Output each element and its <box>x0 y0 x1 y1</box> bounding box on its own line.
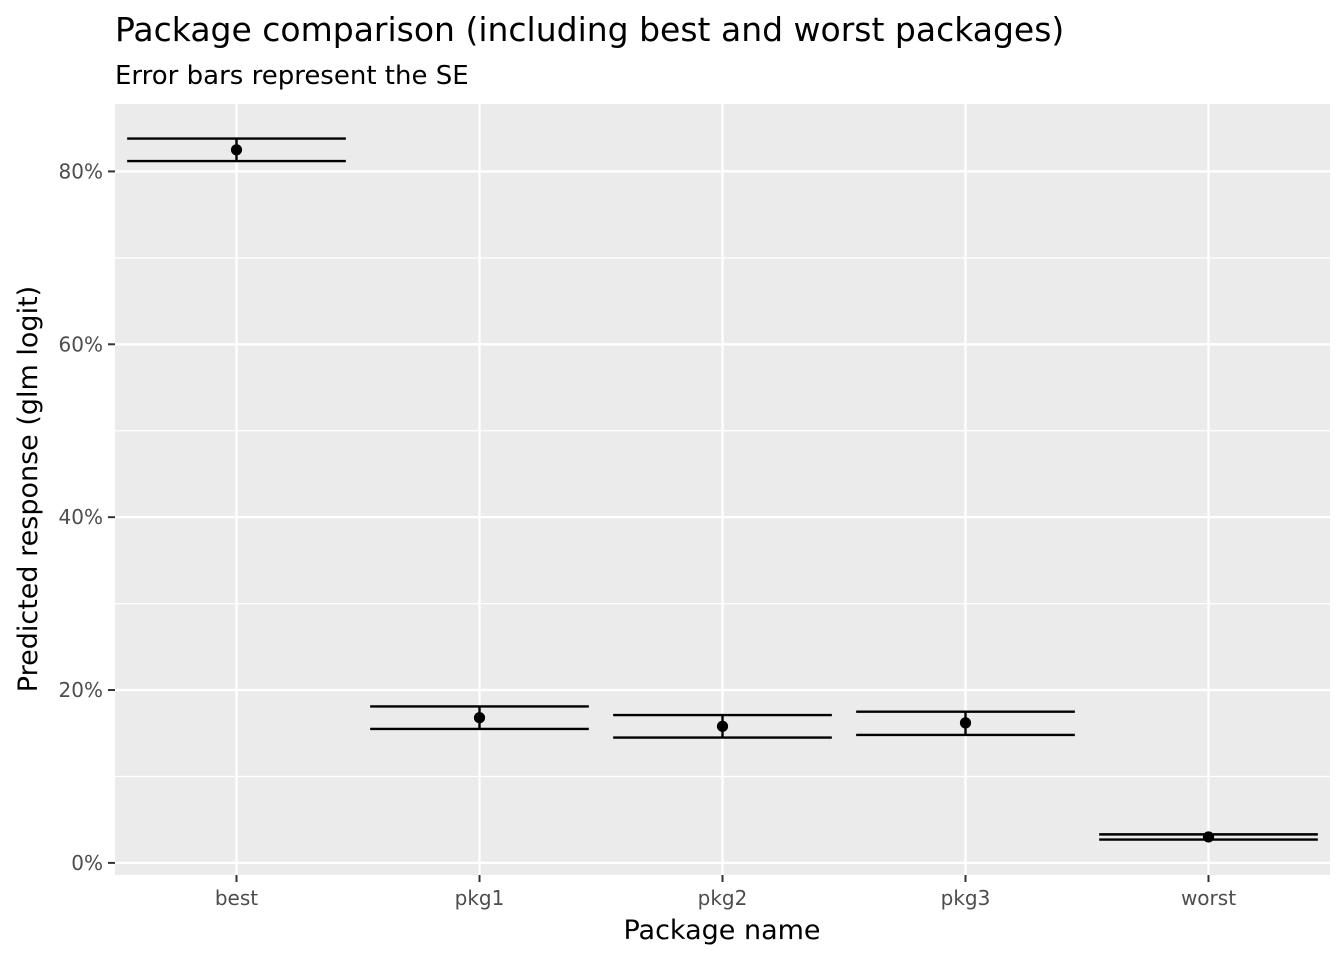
y-axis-title: Predicted response (glm logit) <box>13 286 44 692</box>
y-tick-label: 20% <box>59 678 103 702</box>
y-tick-label: 60% <box>59 332 103 356</box>
data-marks <box>127 137 1318 843</box>
y-tick-label: 40% <box>59 505 103 529</box>
x-tick-label: pkg1 <box>455 886 505 910</box>
x-tick-label: pkg3 <box>941 886 991 910</box>
x-tick-label: worst <box>1181 886 1236 910</box>
chart-title: Package comparison (including best and w… <box>115 10 1064 49</box>
axes: 0% 20% 40% 60% 80% best pkg1 pkg2 pkg3 worst <box>59 159 1237 910</box>
data-point <box>473 712 486 724</box>
y-tick-label: 0% <box>71 851 103 875</box>
x-axis-title: Package name <box>623 915 820 946</box>
chart-subtitle: Error bars represent the SE <box>115 61 469 91</box>
y-tick-label: 80% <box>59 159 103 183</box>
x-tick-label: pkg2 <box>698 886 748 910</box>
x-tick-label: best <box>215 886 258 910</box>
data-point <box>230 144 243 156</box>
gridlines <box>115 104 1330 875</box>
data-point <box>959 717 972 729</box>
data-point <box>716 720 729 732</box>
data-point <box>1202 831 1215 843</box>
